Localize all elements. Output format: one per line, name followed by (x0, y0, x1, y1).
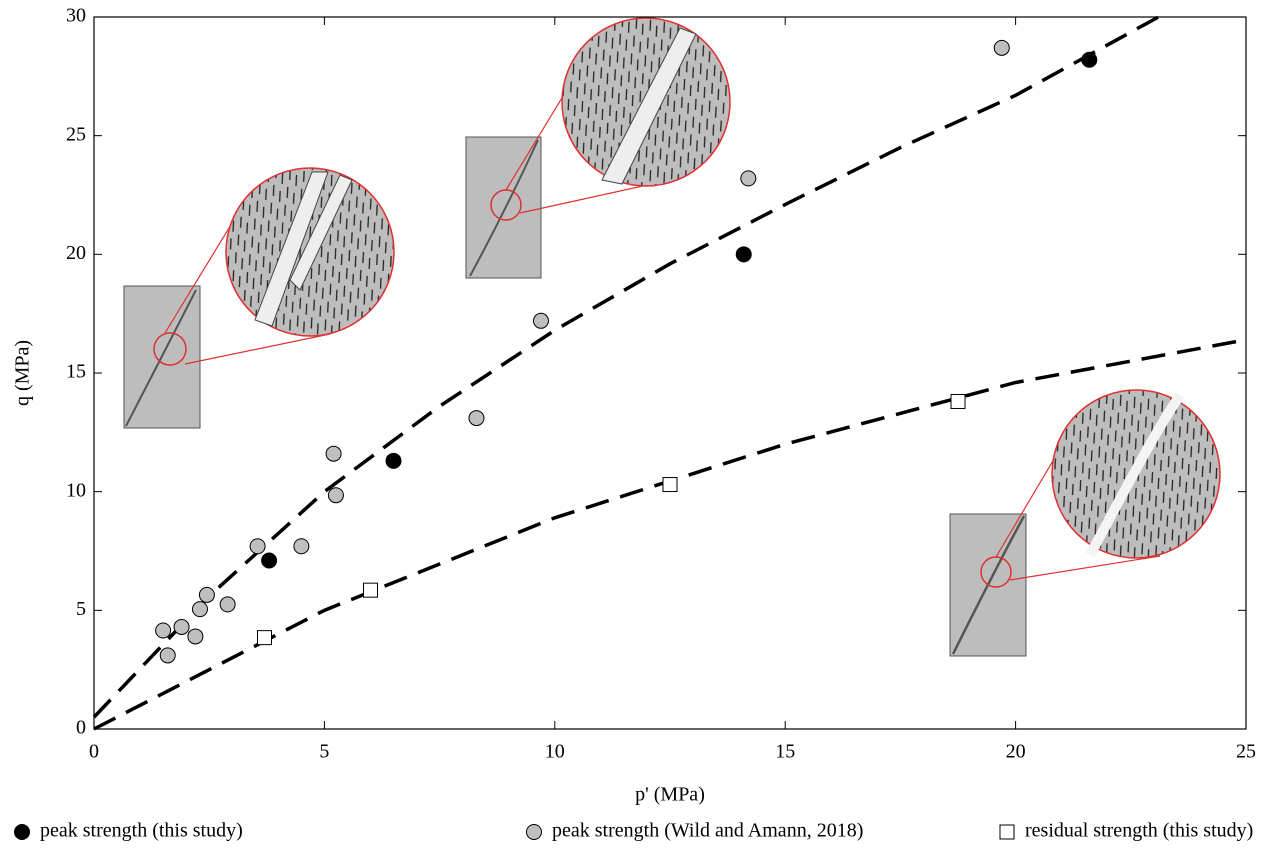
point (468, 410, 485, 427)
y-tick-label: 0 (76, 717, 86, 739)
x-tick-label: 25 (1236, 741, 1256, 763)
legend-label: peak strength (this study) (40, 820, 243, 842)
point (249, 538, 266, 555)
point (1081, 51, 1098, 68)
point (198, 586, 215, 603)
legend-label: peak strength (Wild and Amann, 2018) (552, 820, 863, 842)
y-tick-label: 10 (66, 479, 86, 501)
point (173, 618, 190, 635)
y-tick-label: 25 (66, 123, 86, 145)
legend-marker (999, 824, 1015, 840)
x-axis-label: p' (MPa) (635, 784, 705, 806)
x-tick-label: 0 (89, 741, 99, 763)
inset-illustrations (123, 17, 1221, 657)
point (532, 312, 549, 329)
point (740, 170, 757, 187)
y-tick-label: 15 (66, 361, 86, 383)
y-tick-label: 5 (76, 598, 86, 620)
point (735, 246, 752, 263)
point (293, 538, 310, 555)
point (159, 647, 176, 664)
point (219, 596, 236, 613)
point (261, 552, 278, 569)
point (362, 582, 378, 598)
legend-marker (526, 824, 542, 840)
fit-curve (93, 338, 1247, 731)
y-tick-label: 30 (66, 5, 86, 27)
x-tick-label: 5 (319, 741, 329, 763)
legend-label: residual strength (this study) (1025, 820, 1253, 842)
fit-curve (92, 15, 1160, 719)
point (950, 393, 966, 409)
point (155, 622, 172, 639)
y-axis-label: q (MPa) (12, 340, 34, 406)
point (325, 445, 342, 462)
legend-marker (14, 824, 30, 840)
point (327, 487, 344, 504)
point (191, 601, 208, 618)
point (187, 628, 204, 645)
point (385, 452, 402, 469)
point (993, 39, 1010, 56)
x-tick-label: 15 (775, 741, 795, 763)
point (662, 477, 678, 493)
point (256, 630, 272, 646)
x-tick-label: 10 (545, 741, 565, 763)
y-tick-label: 20 (66, 242, 86, 264)
x-tick-label: 20 (1006, 741, 1026, 763)
